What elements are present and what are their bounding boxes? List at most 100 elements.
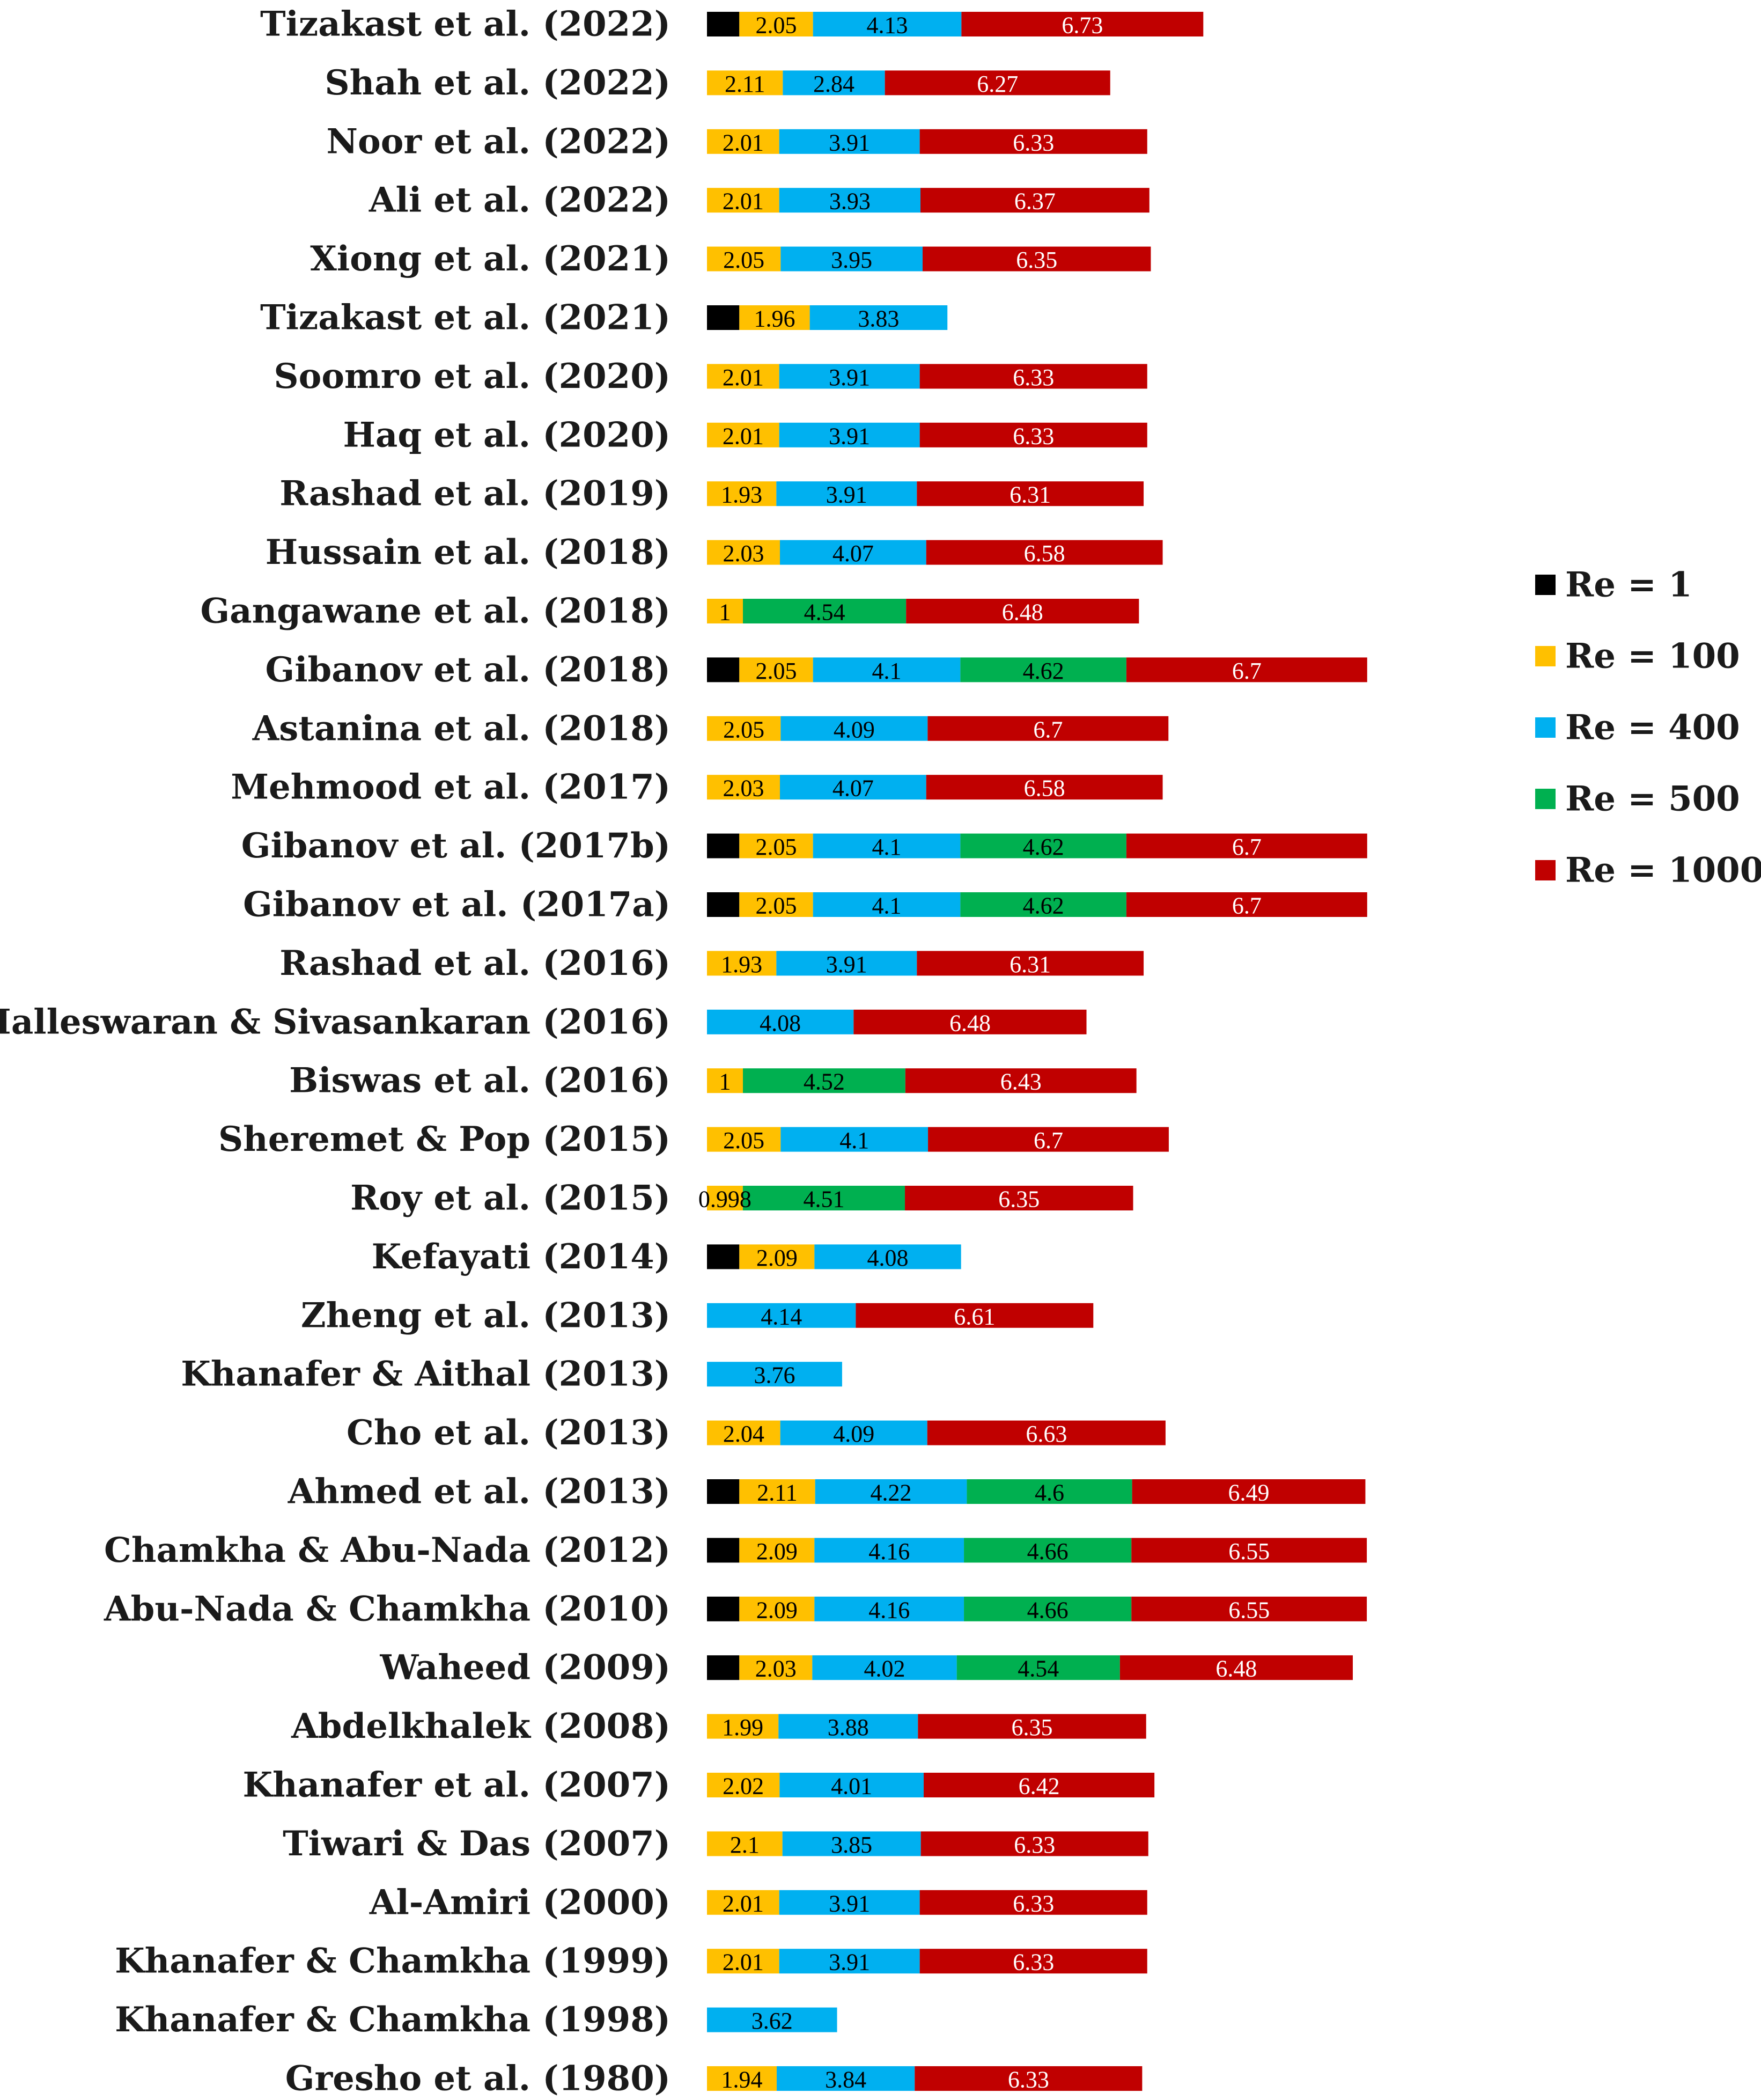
value-label-hussain-et-al-2018-re-1000: 6.58 <box>1024 540 1065 567</box>
value-label-tiwari-das-2007-re-100: 2.1 <box>730 1832 760 1858</box>
bar-khanafer-chamkha-1998-re-400 <box>707 2007 837 2032</box>
bar-segments <box>707 12 1367 2091</box>
value-label-xiong-et-al-2021-re-1000: 6.35 <box>1016 247 1057 273</box>
category-label-waheed-2009: Waheed (2009) <box>380 1648 670 1688</box>
bar-sheremet-pop-2015-re-1000 <box>928 1127 1169 1152</box>
category-label-tizakast-et-al-2021: Tizakast et al. (2021) <box>260 298 670 338</box>
value-label-sheremet-pop-2015-re-100: 2.05 <box>723 1127 764 1154</box>
bar-gibanov-et-al-2017b-re-100 <box>739 833 813 858</box>
value-label-khanafer-chamkha-1999-re-1000: 6.33 <box>1013 1949 1054 1976</box>
bar-abu-nada-chamkha-2010-re-400 <box>814 1596 964 1621</box>
bar-waheed-2009-re-1000 <box>1119 1655 1353 1680</box>
value-label-tiwari-das-2007-re-1000: 6.33 <box>1014 1832 1055 1858</box>
bar-ali-et-al-2022-re-1000 <box>920 188 1150 213</box>
bar-gibanov-et-al-2017a-re-1 <box>707 892 740 917</box>
bar-biswas-et-al-2016-re-500 <box>743 1068 905 1093</box>
value-label-shah-et-al-2022-re-1000: 6.27 <box>977 71 1018 97</box>
value-label-xiong-et-al-2021-re-100: 2.05 <box>723 247 764 273</box>
bar-hussain-et-al-2018-re-400 <box>780 540 926 565</box>
value-label-biswas-et-al-2016-re-500: 4.52 <box>804 1069 845 1095</box>
value-label-xiong-et-al-2021-re-400: 3.95 <box>831 247 872 273</box>
category-label-roy-et-al-2015: Roy et al. (2015) <box>350 1178 670 1218</box>
legend-label-re-400: Re = 400 <box>1565 708 1740 748</box>
bar-khanafer-et-al-2007-re-400 <box>779 1773 924 1797</box>
bar-rashad-et-al-2016-re-1000 <box>917 951 1144 976</box>
category-label-noor-et-al-2022: Noor et al. (2022) <box>327 121 670 161</box>
bar-xiong-et-al-2021-re-100 <box>707 246 781 271</box>
category-label-biswas-et-al-2016: Biswas et al. (2016) <box>289 1061 670 1101</box>
legend-label-re-100: Re = 100 <box>1565 636 1740 677</box>
bar-rashad-et-al-2019-re-1000 <box>917 481 1144 506</box>
category-label-gibanov-et-al-2018: Gibanov et al. (2018) <box>266 650 670 690</box>
bar-soomro-et-al-2020-re-1000 <box>919 364 1147 389</box>
bar-noor-et-al-2022-re-1000 <box>919 129 1147 154</box>
bar-abdelkhalek-2008-re-400 <box>778 1714 918 1739</box>
value-label-gibanov-et-al-2017b-re-500: 4.62 <box>1023 834 1064 860</box>
category-label-tizakast-et-al-2022: Tizakast et al. (2022) <box>260 4 670 45</box>
bar-cho-et-al-2013-re-400 <box>780 1420 927 1445</box>
category-label-zheng-et-al-2013: Zheng et al. (2013) <box>301 1295 670 1335</box>
value-label-ahmed-et-al-2013-re-100: 2.11 <box>757 1480 797 1506</box>
value-label-waheed-2009-re-1000: 6.48 <box>1215 1656 1257 1682</box>
value-label-mehmood-et-al-2017-re-400: 4.07 <box>832 775 874 802</box>
category-label-abdelkhalek-2008: Abdelkhalek (2008) <box>291 1706 670 1746</box>
bar-ahmed-et-al-2013-re-100 <box>739 1479 815 1504</box>
value-label-abdelkhalek-2008-re-100: 1.99 <box>722 1714 763 1741</box>
bar-ahmed-et-al-2013-re-1 <box>707 1479 740 1504</box>
bar-khanafer-et-al-2007-re-1000 <box>924 1773 1155 1797</box>
value-label-mehmood-et-al-2017-re-100: 2.03 <box>723 775 764 802</box>
value-label-khanafer-chamkha-1999-re-400: 3.91 <box>829 1949 870 1976</box>
value-label-gibanov-et-al-2017a-re-500: 4.62 <box>1023 893 1064 919</box>
category-label-chamkha-abu-nada-2012: Chamkha & Abu-Nada (2012) <box>104 1530 670 1570</box>
value-label-astanina-et-al-2018-re-1000: 6.7 <box>1033 716 1063 743</box>
value-label-abu-nada-chamkha-2010-re-100: 2.09 <box>756 1597 798 1623</box>
bar-ahmed-et-al-2013-re-400 <box>815 1479 967 1504</box>
value-label-waheed-2009-re-400: 4.02 <box>864 1656 905 1682</box>
bar-tizakast-et-al-2022-re-100 <box>739 12 813 36</box>
bar-gangawane-et-al-2018-re-500 <box>743 599 907 623</box>
bar-haq-et-al-2020-re-100 <box>707 422 779 447</box>
value-label-gangawane-et-al-2018-re-500: 4.54 <box>804 599 845 626</box>
bar-al-amiri-2000-re-400 <box>779 1890 920 1915</box>
value-label-rashad-et-al-2019-re-1000: 6.31 <box>1010 482 1051 508</box>
category-label-gibanov-et-al-2017a: Gibanov et al. (2017a) <box>243 885 670 925</box>
value-labels: 2.05 4.13 6.732.11 2.84 6.272.01 3.91 6.332.01… <box>698 12 1270 2093</box>
value-label-noor-et-al-2022-re-100: 2.01 <box>723 129 764 156</box>
value-label-tizakast-et-al-2022-re-1000: 6.73 <box>1062 12 1103 39</box>
value-label-khanafer-chamkha-1999-re-100: 2.01 <box>723 1949 764 1976</box>
value-label-rashad-et-al-2016-re-100: 1.93 <box>721 951 762 978</box>
bar-tizakast-et-al-2021-re-100 <box>739 305 810 330</box>
value-label-gangawane-et-al-2018-re-1000: 6.48 <box>1002 599 1043 626</box>
bar-khanafer-et-al-2007-re-100 <box>707 1773 780 1797</box>
bar-ahmed-et-al-2013-re-500 <box>967 1479 1132 1504</box>
value-label-chamkha-abu-nada-2012-re-500: 4.66 <box>1027 1538 1069 1565</box>
category-label-hussain-et-al-2018: Hussain et al. (2018) <box>266 532 670 572</box>
bar-abdelkhalek-2008-re-1000 <box>918 1714 1146 1739</box>
value-label-hussain-et-al-2018-re-400: 4.07 <box>832 540 874 567</box>
value-label-chamkha-abu-nada-2012-re-400: 4.16 <box>868 1538 910 1565</box>
value-label-ali-et-al-2022-re-100: 2.01 <box>723 188 764 215</box>
bar-gibanov-et-al-2018-re-1000 <box>1126 657 1367 682</box>
bar-kefayati-2014-re-1 <box>707 1244 740 1269</box>
value-label-kefayati-2014-re-100: 2.09 <box>756 1245 798 1271</box>
value-label-tizakast-et-al-2022-re-100: 2.05 <box>755 12 797 39</box>
value-label-abdelkhalek-2008-re-1000: 6.35 <box>1012 1714 1053 1741</box>
bar-gresho-et-al-1980-re-400 <box>776 2066 915 2091</box>
bar-shah-et-al-2022-re-100 <box>707 70 783 96</box>
bar-xiong-et-al-2021-re-1000 <box>923 246 1151 271</box>
value-label-kefayati-2014-re-400: 4.08 <box>867 1245 909 1271</box>
value-label-gresho-et-al-1980-re-400: 3.84 <box>825 2067 866 2093</box>
value-label-gresho-et-al-1980-re-1000: 6.33 <box>1008 2067 1049 2093</box>
legend-swatch-re-1 <box>1535 575 1556 595</box>
bar-cho-et-al-2013-re-100 <box>707 1420 780 1445</box>
value-label-sheremet-pop-2015-re-400: 4.1 <box>839 1127 869 1154</box>
value-label-abdelkhalek-2008-re-400: 3.88 <box>828 1714 869 1741</box>
value-label-biswas-et-al-2016-re-1000: 6.43 <box>1000 1069 1042 1095</box>
value-label-haq-et-al-2020-re-400: 3.91 <box>829 423 870 449</box>
value-label-roy-et-al-2015-re-500: 4.51 <box>803 1186 844 1213</box>
bar-abdelkhalek-2008-re-100 <box>707 1714 779 1739</box>
value-label-zheng-et-al-2013-re-1000: 6.61 <box>954 1303 995 1330</box>
bar-chamkha-abu-nada-2012-re-400 <box>814 1538 964 1563</box>
value-label-cho-et-al-2013-re-1000: 6.63 <box>1026 1421 1067 1447</box>
